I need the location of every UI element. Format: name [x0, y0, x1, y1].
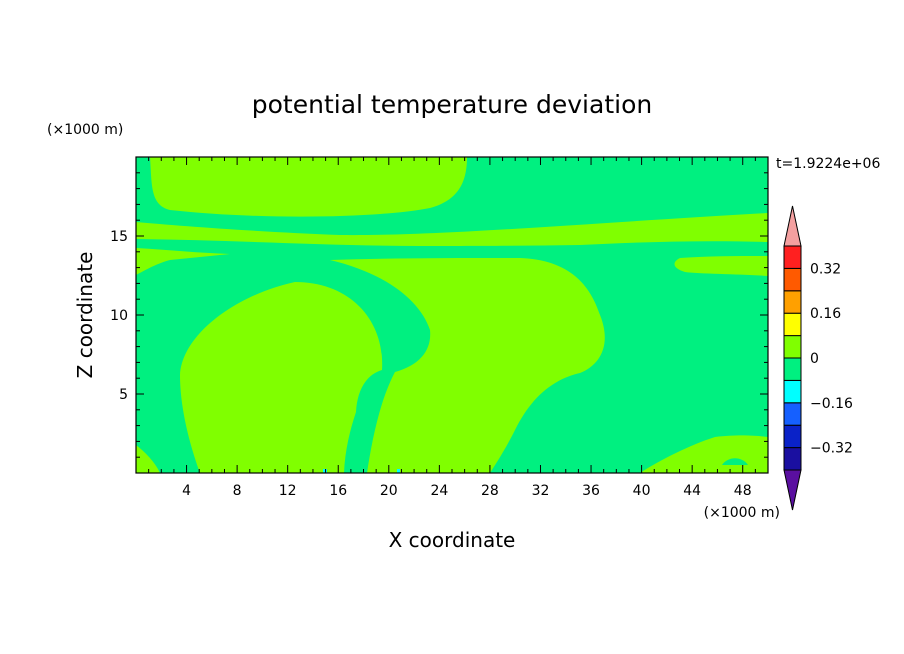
chart-title: potential temperature deviation	[252, 90, 652, 119]
contour-upper-band	[136, 213, 768, 246]
positive-regions	[136, 157, 768, 473]
x-tick-label: 48	[734, 483, 752, 499]
x-tick-label: 36	[582, 483, 600, 499]
y-tick-label: 5	[119, 387, 128, 403]
colorbar-segment	[783, 357, 802, 381]
colorbar-segment	[783, 267, 802, 292]
contour-left-strip	[136, 248, 230, 275]
colorbar-label: −0.32	[810, 441, 853, 457]
contour-min-spot	[397, 469, 400, 473]
x-tick-label: 44	[683, 483, 701, 499]
contour-right-bubble	[722, 458, 748, 465]
colorbar-segment	[783, 402, 802, 426]
minimum-spots	[323, 469, 400, 473]
colorbar-segment	[783, 379, 802, 404]
x-tick-label: 8	[233, 483, 242, 499]
colorbar-segment	[783, 424, 802, 449]
x-tick-label: 12	[279, 483, 297, 499]
x-axis-label: X coordinate	[389, 528, 516, 552]
colorbar-label: 0.32	[810, 261, 841, 277]
contour-right-strip	[674, 256, 768, 276]
y-axis-label: Z coordinate	[73, 252, 97, 379]
x-ticks: 4 8 12 16 20 24 28 32 36 40 44 48	[148, 157, 756, 499]
x-tick-label: 24	[430, 483, 448, 499]
contour-top-region	[150, 157, 467, 217]
colorbar-segment	[783, 290, 802, 314]
contour-left-plume	[180, 282, 383, 473]
contour-right-plume	[330, 258, 605, 473]
contour-field	[136, 157, 768, 473]
x-unit-label: (×1000 m)	[704, 505, 780, 521]
y-tick-label: 10	[110, 308, 128, 324]
colorbar-label: 0.16	[810, 306, 841, 322]
x-tick-label: 20	[380, 483, 398, 499]
colorbar-segment	[783, 335, 802, 359]
x-tick-label: 28	[481, 483, 499, 499]
colorbar: −0.32 −0.16 0 0.16 0.32	[783, 205, 853, 511]
colorbar-label: 0	[810, 351, 819, 367]
x-tick-label: 32	[532, 483, 550, 499]
x-tick-label: 4	[182, 483, 191, 499]
colorbar-segment	[783, 245, 802, 269]
colorbar-max-arrow	[783, 205, 802, 247]
y-ticks: 5 10 15	[110, 172, 768, 458]
y-tick-label: 15	[110, 229, 128, 245]
contour-min-spot	[323, 469, 327, 473]
colorbar-label: −0.16	[810, 396, 853, 412]
colorbar-min-arrow	[783, 469, 802, 511]
x-tick-label: 40	[633, 483, 651, 499]
x-tick-label: 16	[329, 483, 347, 499]
y-unit-label: (×1000 m)	[47, 122, 123, 138]
contour-left-corner	[136, 445, 160, 473]
colorbar-segment	[783, 447, 802, 471]
colorbar-segment	[783, 312, 802, 337]
time-label: t=1.9224e+06	[776, 156, 880, 172]
negative-spots	[722, 458, 748, 465]
